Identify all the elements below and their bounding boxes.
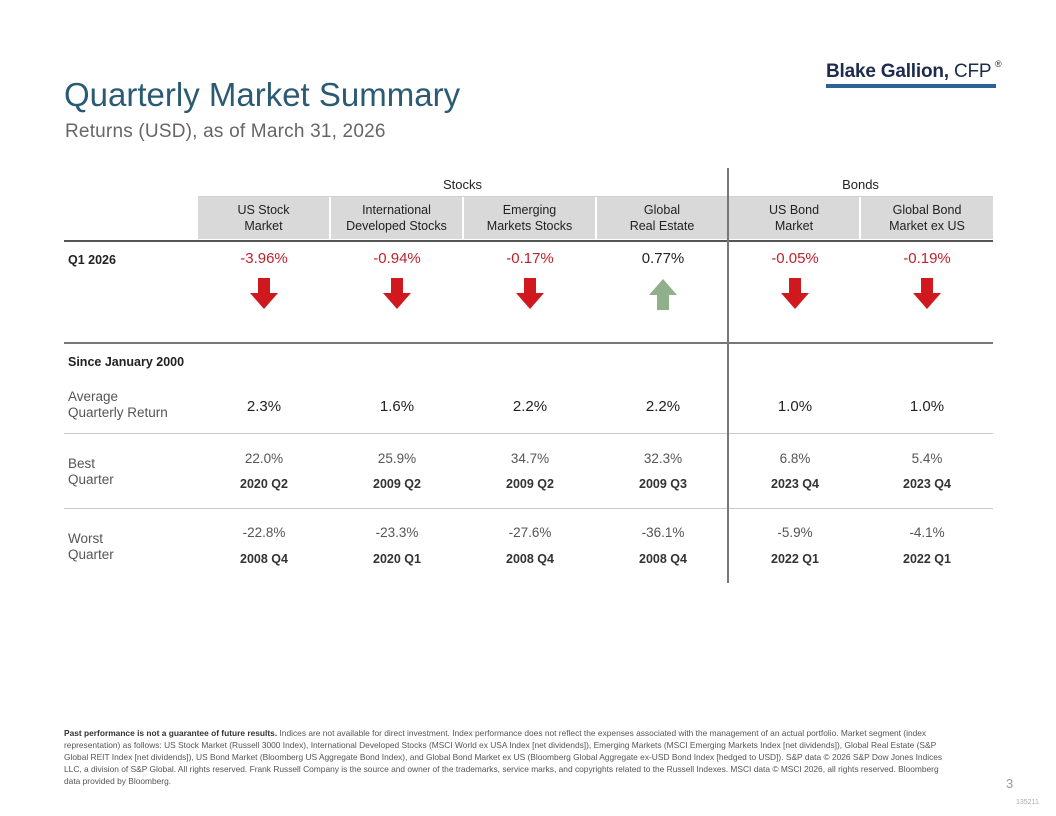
logo-registered-mark: ® [995,59,1002,69]
header-top-rule [198,196,993,197]
worst-quarter: 2008 Q4 [240,552,288,566]
best-value: 32.3% [643,451,683,466]
best-value: 34.7% [510,451,550,466]
average-value: 2.2% [645,398,681,415]
down-arrow-icon [250,278,278,309]
page-number: 3 [1006,776,1014,791]
q1-value: -3.96% [240,250,288,267]
group-bonds: Bonds [842,177,879,192]
col-header-us-bond: US Bond Market [729,197,859,239]
row-label-worst: Worst Quarter [68,531,114,562]
down-arrow-icon [861,278,993,310]
worst-value: -27.6% [508,525,552,540]
row-divider-2 [64,508,993,509]
disclosure-text: Indices are not available for direct inv… [64,728,943,786]
logo-text: Blake Gallion, CFP [826,61,992,83]
up-arrow-icon [597,278,729,310]
section-divider [64,342,993,344]
stocks-bonds-divider [727,168,729,583]
down-arrow-icon [781,278,809,309]
logo-name: Blake Gallion, [826,61,949,82]
group-stocks: Stocks [442,177,482,192]
best-quarter: 2023 Q4 [771,477,819,491]
q1-value: 0.77% [641,250,685,267]
best-quarter: 2009 Q2 [506,477,554,491]
worst-quarter: 2020 Q1 [373,552,421,566]
average-value: 2.3% [246,398,282,415]
down-arrow-icon [913,278,941,309]
best-value: 22.0% [244,451,284,466]
company-logo: Blake Gallion, CFP ® [826,57,1002,89]
col-header-emerging: Emerging Markets Stocks [464,197,595,239]
row-divider-1 [64,433,993,434]
down-arrow-icon [729,278,861,310]
best-value: 25.9% [377,451,417,466]
q1-value: -0.19% [903,250,951,267]
col-header-us-stock: US Stock Market [198,197,329,239]
best-value: 6.8% [779,451,811,466]
best-quarter: 2009 Q3 [639,477,687,491]
page-subtitle: Returns (USD), as of March 31, 2026 [65,121,386,142]
up-arrow-icon [649,279,677,310]
worst-quarter: 2022 Q1 [903,552,951,566]
q1-value: -0.17% [506,250,554,267]
down-arrow-icon [383,278,411,309]
down-arrow-icon [198,278,330,310]
worst-value: -5.9% [777,525,813,540]
average-value: 1.0% [909,398,945,415]
page-title: Quarterly Market Summary [64,76,461,113]
down-arrow-icon [331,278,463,310]
down-arrow-icon [464,278,596,310]
q1-value: -0.94% [373,250,421,267]
worst-value: -23.3% [375,525,419,540]
logo-underline [826,84,996,88]
worst-quarter: 2008 Q4 [506,552,554,566]
row-label-average: Average Quarterly Return [68,389,168,420]
average-value: 1.6% [379,398,415,415]
section-label-since-2000: Since January 2000 [68,355,185,369]
best-quarter: 2009 Q2 [373,477,421,491]
col-header-global-bond: Global Bond Market ex US [861,197,993,239]
best-quarter: 2020 Q2 [240,477,288,491]
row-label-best: Best Quarter [68,456,114,487]
disclosure-notes: Past performance is not a guarantee of f… [64,727,954,787]
q1-value: -0.05% [771,250,819,267]
average-value: 2.2% [512,398,548,415]
worst-quarter: 2008 Q4 [639,552,687,566]
document-code: 135211 [1016,799,1039,806]
logo-suffix: CFP [953,61,992,82]
worst-value: -4.1% [909,525,945,540]
worst-value: -36.1% [641,525,685,540]
down-arrow-icon [516,278,544,309]
header-bottom-rule [64,240,993,242]
disclosure-bold: Past performance is not a guarantee of f… [64,728,278,738]
col-header-intl-developed: International Developed Stocks [331,197,462,239]
col-header-global-real-estate: Global Real Estate [597,197,727,239]
worst-quarter: 2022 Q1 [771,552,819,566]
best-quarter: 2023 Q4 [903,477,951,491]
average-value: 1.0% [777,398,813,415]
best-value: 5.4% [911,451,943,466]
worst-value: -22.8% [242,525,286,540]
row-label-q1: Q1 2026 [68,253,116,267]
